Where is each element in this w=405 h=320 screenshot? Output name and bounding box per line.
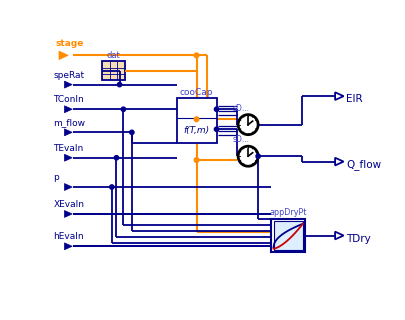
Polygon shape bbox=[64, 211, 72, 217]
Circle shape bbox=[114, 156, 118, 160]
Polygon shape bbox=[64, 184, 72, 190]
Text: sD...: sD... bbox=[232, 135, 249, 144]
Circle shape bbox=[194, 117, 198, 122]
Text: TConIn: TConIn bbox=[53, 95, 84, 104]
FancyBboxPatch shape bbox=[176, 99, 216, 143]
Circle shape bbox=[117, 83, 121, 87]
Circle shape bbox=[237, 146, 258, 166]
Text: EIR: EIR bbox=[345, 94, 362, 104]
Text: sD...: sD... bbox=[232, 104, 249, 113]
Circle shape bbox=[194, 158, 198, 162]
FancyBboxPatch shape bbox=[271, 219, 304, 252]
Text: appDryPt: appDryPt bbox=[269, 208, 306, 217]
Text: TEvaIn: TEvaIn bbox=[53, 144, 83, 153]
Polygon shape bbox=[334, 92, 343, 100]
Circle shape bbox=[237, 115, 258, 135]
Text: speRat: speRat bbox=[53, 71, 84, 80]
Polygon shape bbox=[64, 106, 72, 113]
Circle shape bbox=[214, 107, 218, 111]
Polygon shape bbox=[64, 154, 72, 161]
FancyBboxPatch shape bbox=[273, 221, 302, 250]
Text: XEvaIn: XEvaIn bbox=[53, 200, 84, 209]
Circle shape bbox=[194, 53, 198, 58]
FancyBboxPatch shape bbox=[102, 61, 125, 80]
Circle shape bbox=[214, 127, 218, 132]
Text: dat: dat bbox=[106, 51, 120, 60]
Circle shape bbox=[109, 185, 114, 189]
Text: TDry: TDry bbox=[345, 234, 370, 244]
Polygon shape bbox=[334, 158, 343, 165]
Text: f(T,m): f(T,m) bbox=[183, 126, 209, 135]
Text: hEvaIn: hEvaIn bbox=[53, 232, 84, 241]
Circle shape bbox=[255, 154, 260, 158]
Text: Q_flow: Q_flow bbox=[345, 159, 380, 170]
Text: cooCap: cooCap bbox=[179, 88, 213, 97]
Text: p: p bbox=[53, 173, 59, 182]
Polygon shape bbox=[64, 243, 72, 250]
Polygon shape bbox=[59, 51, 68, 60]
Text: stage: stage bbox=[55, 39, 84, 48]
Circle shape bbox=[129, 130, 134, 134]
Polygon shape bbox=[64, 129, 72, 136]
Polygon shape bbox=[334, 232, 343, 239]
Text: m_flow: m_flow bbox=[53, 118, 85, 127]
Polygon shape bbox=[64, 81, 72, 88]
Circle shape bbox=[121, 107, 125, 111]
